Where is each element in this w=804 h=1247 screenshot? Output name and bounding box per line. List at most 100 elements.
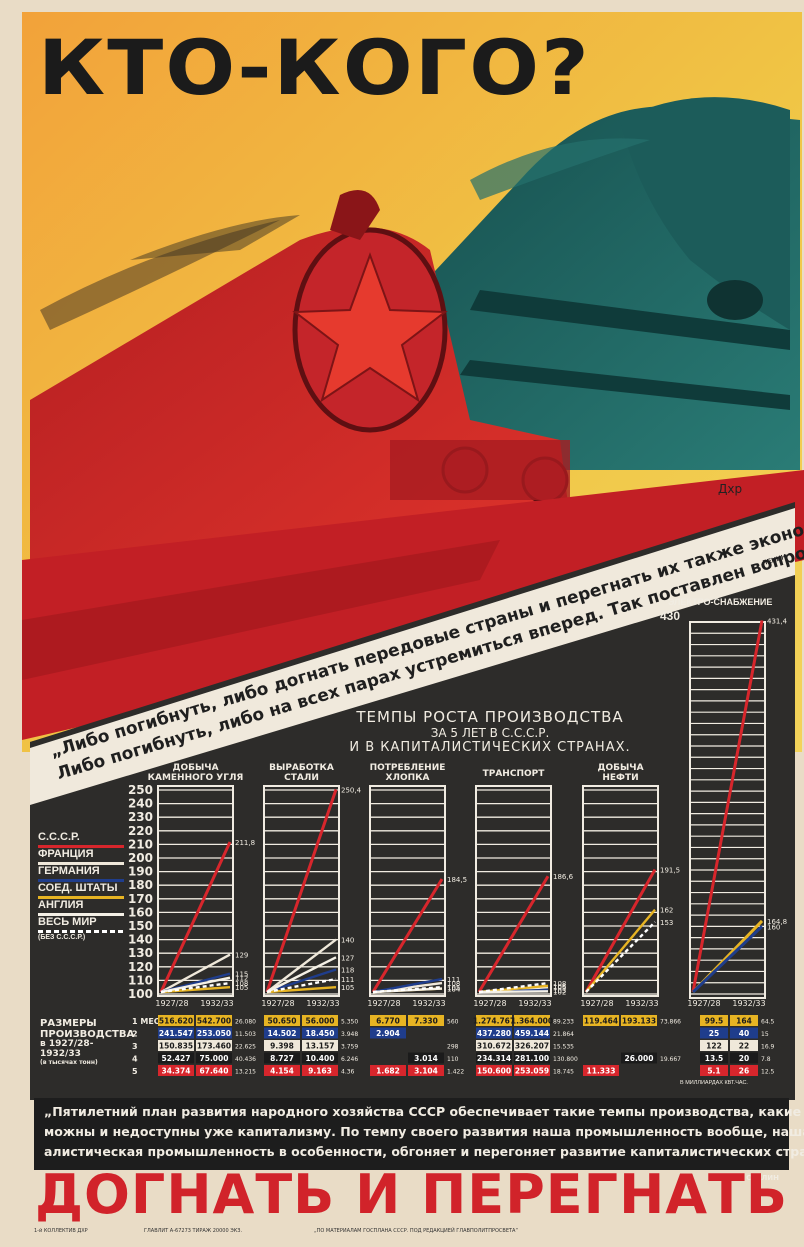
panel-title: КАМЕННОГО УГЛЯ bbox=[148, 773, 244, 783]
table-cell bbox=[476, 1065, 512, 1076]
series-end-label: 104 bbox=[447, 986, 461, 994]
table-cell-value: 6.770 bbox=[376, 1017, 400, 1026]
y-tick-label: 240 bbox=[128, 797, 153, 811]
table-row-label: 5 bbox=[132, 1067, 138, 1076]
x-tick-label: 1932/33 bbox=[625, 999, 658, 1008]
panel-title: ДОБЫЧА bbox=[597, 763, 643, 773]
table-cell bbox=[370, 1027, 406, 1039]
table-diff-value: 560 bbox=[447, 1019, 459, 1026]
series-end-label: 186,6 bbox=[553, 873, 574, 881]
table-cell bbox=[370, 1015, 406, 1026]
y-tick-label: 230 bbox=[128, 810, 153, 824]
table-cell bbox=[583, 1015, 619, 1026]
table-cell-value: 26.000 bbox=[625, 1054, 654, 1063]
y-tick-label: 250 bbox=[128, 783, 153, 797]
table-cell bbox=[158, 1052, 194, 1064]
series-line bbox=[265, 788, 338, 993]
table-cell bbox=[158, 1040, 194, 1051]
table-diff-value: 11.503 bbox=[235, 1031, 256, 1038]
table-cell bbox=[196, 1015, 232, 1026]
chart-title: ТЕМПЫ РОСТА ПРОИЗВОДСТВА ЗА 5 ЛЕТ В С.С.… bbox=[280, 708, 700, 755]
chart-title-line-1: ТЕМПЫ РОСТА ПРОИЗВОДСТВА bbox=[356, 708, 624, 726]
series-line bbox=[477, 875, 550, 993]
series-end-label: 108 bbox=[235, 980, 248, 988]
x-tick-label: 1927/28 bbox=[473, 999, 506, 1008]
table-cell bbox=[302, 1015, 338, 1026]
table-cell bbox=[196, 1052, 232, 1064]
bottom-quote: „Пятилетний план развития народного хозя… bbox=[34, 1098, 804, 1182]
series-end-label: 108 bbox=[553, 980, 566, 988]
table-cell bbox=[514, 1015, 550, 1026]
legend-item: СОЕД. ШТАТЫ bbox=[38, 883, 130, 900]
table-cell bbox=[196, 1027, 232, 1039]
x-tick-label: 1927/28 bbox=[155, 999, 188, 1008]
table-cell bbox=[302, 1052, 338, 1064]
legend-item: С.С.С.Р. bbox=[38, 832, 130, 849]
table-cell bbox=[514, 1040, 550, 1051]
series-end-label: 103 bbox=[553, 987, 566, 995]
legend-label: С.С.С.Р. bbox=[38, 831, 80, 843]
electric-unit: В МИЛЛИАРДАХ КВТ.ЧАС. bbox=[680, 1080, 748, 1086]
table-cell-value: 75.000 bbox=[200, 1054, 229, 1063]
series-line bbox=[266, 968, 337, 994]
x-tick-label: 1932/33 bbox=[412, 999, 445, 1008]
legend-label: ГЕРМАНИЯ bbox=[38, 865, 100, 877]
table-diff-value: 13.215 bbox=[235, 1069, 256, 1076]
table-diff-value: 4.36 bbox=[341, 1069, 355, 1076]
table-cell-value: 1.364.000 bbox=[511, 1017, 553, 1026]
y-tick-label: 160 bbox=[128, 905, 153, 919]
table-cell-value: 516.620 bbox=[159, 1017, 193, 1026]
x-tick-label: 1927/28 bbox=[367, 999, 400, 1008]
table-cell bbox=[730, 1040, 758, 1051]
table-diff-value: 64.5 bbox=[761, 1019, 775, 1026]
table-cell-value: 164 bbox=[736, 1017, 752, 1026]
table-cell-value: 119.464 bbox=[584, 1017, 618, 1026]
table-diff-value: 6.246 bbox=[341, 1056, 358, 1063]
series-end-label: 127 bbox=[341, 954, 354, 962]
y-tick-label: 140 bbox=[128, 933, 153, 947]
x-tick-label: 1932/33 bbox=[732, 999, 765, 1008]
table-cell bbox=[264, 1040, 300, 1051]
y-tick-label: 180 bbox=[128, 878, 153, 892]
y-tick-label: 120 bbox=[128, 960, 153, 974]
table-cell bbox=[264, 1052, 300, 1064]
panel-title: ВЫРАБОТКА bbox=[269, 763, 334, 773]
footer-middle: „ПО МАТЕРИАЛАМ ГОСПЛАНА СССР. ПОД РЕДАКЦ… bbox=[314, 1228, 519, 1234]
series-line bbox=[585, 921, 656, 993]
table-diff-value: 21.864 bbox=[553, 1031, 574, 1038]
table-cell-value: 13.157 bbox=[306, 1042, 335, 1051]
series-end-label: 191,5 bbox=[660, 867, 680, 875]
sizes-label-line-1: РАЗМЕРЫ bbox=[40, 1018, 97, 1029]
panel-title: СТАЛИ bbox=[284, 773, 319, 783]
table-cell bbox=[302, 1065, 338, 1076]
legend-swatch bbox=[38, 879, 124, 882]
series-line bbox=[584, 868, 657, 993]
table-cell-value: 253.059 bbox=[515, 1067, 549, 1076]
table-diff-value: 7.8 bbox=[761, 1056, 771, 1063]
y-tick-label: 100 bbox=[128, 987, 153, 1001]
legend-item: ФРАНЦИЯ bbox=[38, 849, 130, 866]
series-line bbox=[372, 986, 443, 994]
panel-frame bbox=[369, 785, 446, 997]
series-line bbox=[478, 990, 549, 994]
series-line bbox=[478, 981, 549, 994]
table-diff-value: 3.759 bbox=[341, 1044, 358, 1051]
series-line bbox=[160, 981, 231, 994]
table-cell bbox=[514, 1027, 550, 1039]
series-line bbox=[372, 977, 443, 994]
table-diff-value: 40.436 bbox=[235, 1056, 256, 1063]
panel-title: ДОБЫЧА bbox=[172, 763, 218, 773]
table-cell-value: 11.333 bbox=[587, 1067, 616, 1076]
y-tick-label: 220 bbox=[128, 824, 153, 838]
table-cell-value: 20 bbox=[739, 1054, 749, 1063]
sizes-label-line-3: в 1927/28-1932/33 bbox=[40, 1039, 94, 1059]
table-diff-value: 1.422 bbox=[447, 1069, 464, 1076]
bottom-quote-line-2: можны и недоступны уже капитализму. По т… bbox=[44, 1124, 804, 1139]
electric-series-line bbox=[691, 620, 764, 993]
electric-title: ЭЛЕКТРО-СНАБЖЕНИЕ bbox=[668, 597, 773, 607]
table-cell bbox=[196, 1065, 232, 1076]
legend-swatch bbox=[38, 896, 124, 899]
table-cell bbox=[621, 1052, 657, 1064]
table-diff-value: 22.625 bbox=[235, 1044, 256, 1051]
